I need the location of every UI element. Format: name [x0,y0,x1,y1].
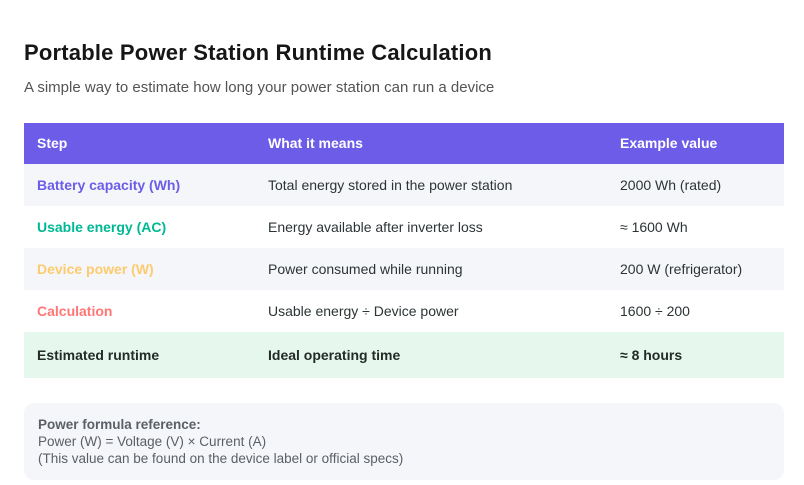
example-cell: 200 W (refrigerator) [620,261,743,277]
step-label: Usable energy (AC) [37,219,167,235]
formula-line: Power (W) = Voltage (V) × Current (A) [38,434,267,449]
page-subtitle: A simple way to estimate how long your p… [24,79,495,96]
step-label: Device power (W) [37,261,154,277]
table-header-row: Step What it means Example value [24,123,784,164]
meaning-cell: Total energy stored in the power station [268,177,513,193]
estimated-runtime-row: Estimated runtime Ideal operating time ≈… [24,332,784,378]
table-row: Calculation Usable energy ÷ Device power… [24,290,784,332]
step-label: Calculation [37,303,113,319]
table-row: Usable energy (AC) Energy available afte… [24,206,784,248]
example-cell: 2000 Wh (rated) [620,177,722,193]
meaning-cell: Power consumed while running [268,261,463,277]
step-label: Battery capacity (Wh) [37,177,181,193]
column-header-example-value: Example value [620,135,718,151]
example-cell: 1600 ÷ 200 [620,303,690,319]
column-header-step: Step [37,135,68,151]
power-formula-reference-box: Power formula reference: Power (W) = Vol… [24,403,784,480]
page-title: Portable Power Station Runtime Calculati… [24,40,493,65]
table-row: Battery capacity (Wh) Total energy store… [24,164,784,206]
meaning-cell: Usable energy ÷ Device power [268,303,459,319]
note-line: (This value can be found on the device l… [38,451,404,466]
meaning-cell: Ideal operating time [268,347,401,363]
table-row: Device power (W) Power consumed while ru… [24,248,784,290]
step-label: Estimated runtime [37,347,160,363]
example-cell: ≈ 8 hours [620,347,683,363]
column-header-what-it-means: What it means [268,135,363,151]
example-cell: ≈ 1600 Wh [620,219,688,235]
runtime-calculation-table: Step What it means Example value Battery… [24,123,784,378]
meaning-cell: Energy available after inverter loss [268,219,483,235]
reference-title: Power formula reference: [38,417,201,432]
